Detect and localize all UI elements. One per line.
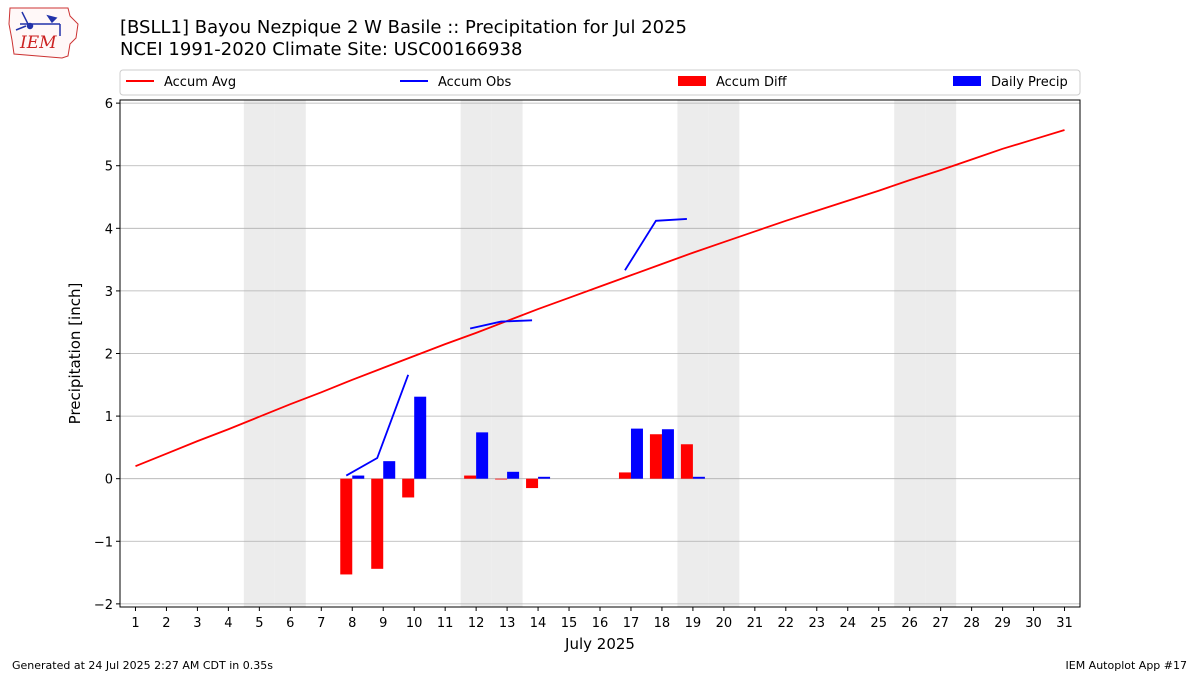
x-tick-label: 13: [499, 616, 516, 631]
accum-diff-bar: [495, 478, 508, 480]
x-tick-label: 29: [994, 616, 1011, 631]
x-tick-label: 7: [317, 616, 325, 631]
x-tick-label: 15: [561, 616, 578, 631]
accum-diff-bar: [618, 472, 631, 479]
x-tick-label: 10: [406, 616, 423, 631]
accum-diff-bar: [340, 478, 353, 575]
x-tick-label: 17: [623, 616, 640, 631]
y-axis-label: Precipitation [inch]: [66, 283, 84, 425]
daily-precip-bar: [661, 429, 674, 479]
legend-label: Daily Precip: [991, 75, 1068, 90]
accum-obs-line: [345, 374, 410, 477]
accum-diff-bar: [649, 434, 662, 479]
y-tick-label: −2: [94, 598, 113, 613]
x-tick-label: 14: [530, 616, 547, 631]
x-tick-label: 30: [1025, 616, 1042, 631]
legend-label: Accum Obs: [438, 75, 511, 90]
x-tick-label: 2: [162, 616, 170, 631]
accum-obs-line: [624, 218, 687, 271]
accum-diff-bar: [464, 475, 477, 479]
y-tick-label: −1: [94, 535, 113, 550]
x-tick-label: 4: [224, 616, 232, 631]
daily-precip-bar: [383, 461, 396, 479]
x-tick-label: 5: [255, 616, 263, 631]
legend-label: Accum Avg: [164, 75, 236, 90]
x-tick-label: 24: [839, 616, 856, 631]
x-tick-label: 28: [963, 616, 980, 631]
daily-precip-bar: [630, 428, 643, 479]
x-tick-label: 16: [592, 616, 609, 631]
iem-logo: IEM: [8, 7, 79, 59]
iem-logo-text: IEM: [19, 33, 57, 53]
accum-diff-bar: [371, 478, 384, 569]
weather-station-icon: [15, 11, 61, 36]
daily-precip-bar: [538, 476, 551, 479]
x-tick-label: 9: [379, 616, 387, 631]
legend-label: Accum Diff: [716, 75, 788, 90]
x-tick-label: 8: [348, 616, 356, 631]
accum-diff-bar: [402, 478, 415, 498]
x-tick-label: 22: [778, 616, 795, 631]
y-tick-label: 6: [105, 97, 113, 112]
accum-obs-line: [469, 319, 533, 330]
accum-diff-bar: [526, 478, 539, 489]
y-tick-label: 5: [105, 160, 113, 175]
daily-precip-bar: [352, 475, 365, 479]
x-tick-label: 11: [437, 616, 454, 631]
x-tick-label: 1: [131, 616, 139, 631]
x-tick-label: 3: [193, 616, 201, 631]
y-tick-label: 2: [105, 348, 113, 363]
x-tick-label: 23: [809, 616, 826, 631]
x-tick-label: 12: [468, 616, 485, 631]
daily-precip-bar: [414, 396, 427, 479]
x-tick-label: 20: [716, 616, 733, 631]
daily-precip-bar: [692, 476, 705, 479]
x-axis-label: July 2025: [564, 635, 635, 653]
x-tick-label: 27: [932, 616, 949, 631]
y-tick-label: 4: [105, 222, 113, 237]
y-tick-label: 1: [105, 410, 113, 425]
accum-diff-bar: [680, 444, 693, 479]
legend-swatch-bar: [953, 76, 981, 86]
legend-box: [119, 69, 1081, 96]
x-tick-label: 31: [1056, 616, 1073, 631]
chart-subtitle: NCEI 1991-2020 Climate Site: USC00166938: [120, 39, 523, 60]
x-tick-label: 25: [870, 616, 887, 631]
x-tick-label: 6: [286, 616, 294, 631]
chart-title: [BSLL1] Bayou Nezpique 2 W Basile :: Pre…: [120, 17, 687, 38]
accum-avg-line: [135, 129, 1065, 468]
legend-swatch-bar: [678, 76, 706, 86]
y-tick-label: 3: [105, 285, 113, 300]
daily-precip-bar: [507, 471, 520, 479]
x-tick-label: 21: [747, 616, 764, 631]
y-tick-label: 0: [105, 473, 113, 488]
app-note: IEM Autoplot App #17: [1065, 659, 1188, 672]
generated-note: Generated at 24 Jul 2025 2:27 AM CDT in …: [12, 659, 273, 672]
daily-precip-bar: [476, 432, 489, 479]
x-tick-label: 19: [685, 616, 702, 631]
x-tick-label: 26: [901, 616, 918, 631]
x-tick-label: 18: [654, 616, 671, 631]
